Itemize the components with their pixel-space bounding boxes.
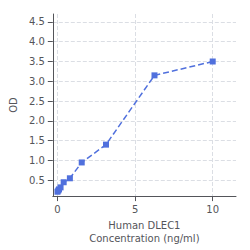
svg-text:Concentration (ng/ml): Concentration (ng/ml) [89, 233, 199, 244]
svg-text:5: 5 [132, 204, 138, 215]
svg-text:10: 10 [206, 204, 219, 215]
svg-text:3.0: 3.0 [29, 76, 45, 87]
svg-text:Human DLEC1: Human DLEC1 [108, 220, 180, 231]
svg-text:4.5: 4.5 [29, 16, 45, 27]
svg-text:2.5: 2.5 [29, 96, 45, 107]
svg-text:3.5: 3.5 [29, 56, 45, 67]
svg-text:0.5: 0.5 [29, 175, 45, 186]
svg-text:2.0: 2.0 [29, 115, 45, 126]
svg-text:4.0: 4.0 [29, 36, 45, 47]
svg-text:1.5: 1.5 [29, 135, 45, 146]
svg-text:0: 0 [54, 204, 60, 215]
svg-text:1.0: 1.0 [29, 155, 45, 166]
svg-text:OD: OD [8, 97, 19, 113]
